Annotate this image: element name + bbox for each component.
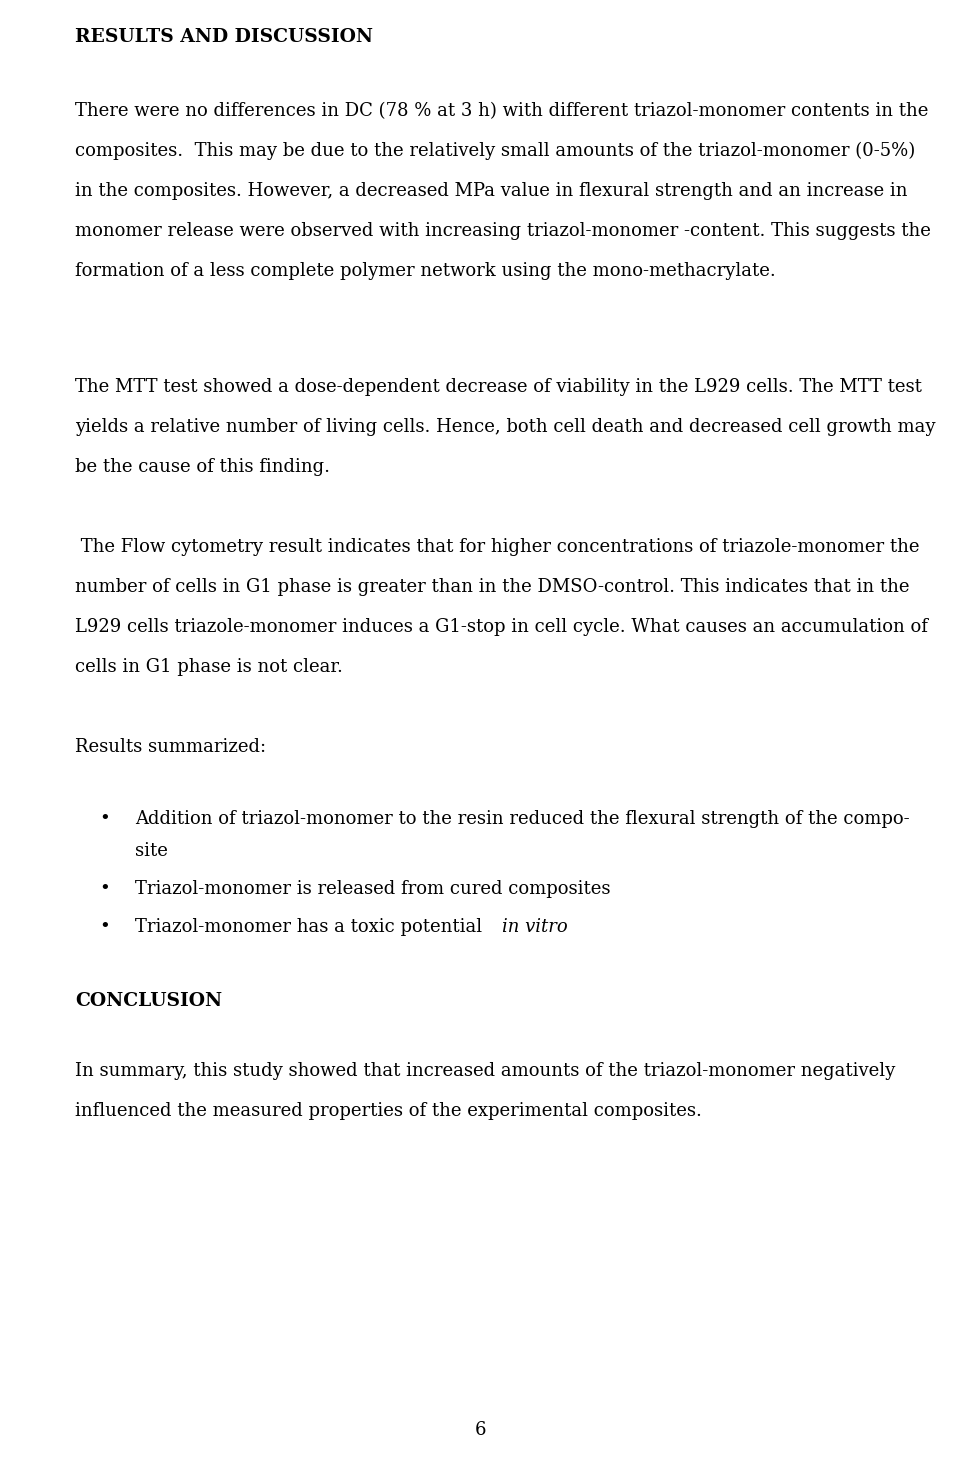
Text: influenced the measured properties of the experimental composites.: influenced the measured properties of th…: [75, 1102, 702, 1120]
Text: 6: 6: [474, 1421, 486, 1439]
Text: There were no differences in DC (78 % at 3 h) with different triazol-monomer con: There were no differences in DC (78 % at…: [75, 101, 928, 120]
Text: The MTT test showed a dose-dependent decrease of viability in the L929 cells. Th: The MTT test showed a dose-dependent dec…: [75, 377, 922, 396]
Text: Triazol-monomer is released from cured composites: Triazol-monomer is released from cured c…: [135, 879, 611, 898]
Text: •: •: [100, 918, 110, 937]
Text: •: •: [100, 879, 110, 898]
Text: in vitro: in vitro: [502, 918, 567, 937]
Text: composites.  This may be due to the relatively small amounts of the triazol-mono: composites. This may be due to the relat…: [75, 142, 915, 160]
Text: L929 cells triazole-monomer induces a G1-stop in cell cycle. What causes an accu: L929 cells triazole-monomer induces a G1…: [75, 618, 928, 636]
Text: number of cells in G1 phase is greater than in the DMSO-control. This indicates : number of cells in G1 phase is greater t…: [75, 578, 909, 596]
Text: cells in G1 phase is not clear.: cells in G1 phase is not clear.: [75, 658, 343, 675]
Text: be the cause of this finding.: be the cause of this finding.: [75, 458, 330, 476]
Text: RESULTS AND DISCUSSION: RESULTS AND DISCUSSION: [75, 28, 373, 46]
Text: formation of a less complete polymer network using the mono-methacrylate.: formation of a less complete polymer net…: [75, 261, 776, 280]
Text: Results summarized:: Results summarized:: [75, 738, 266, 756]
Text: site: site: [135, 843, 168, 860]
Text: The Flow cytometry result indicates that for higher concentrations of triazole-m: The Flow cytometry result indicates that…: [75, 537, 920, 556]
Text: In summary, this study showed that increased amounts of the triazol-monomer nega: In summary, this study showed that incre…: [75, 1061, 896, 1080]
Text: CONCLUSION: CONCLUSION: [75, 992, 222, 1010]
Text: in the composites. However, a decreased MPa value in flexural strength and an in: in the composites. However, a decreased …: [75, 182, 907, 200]
Text: Triazol-monomer has a toxic potential: Triazol-monomer has a toxic potential: [135, 918, 488, 937]
Text: •: •: [100, 810, 110, 828]
Text: monomer release were observed with increasing triazol-monomer -content. This sug: monomer release were observed with incre…: [75, 222, 931, 239]
Text: yields a relative number of living cells. Hence, both cell death and decreased c: yields a relative number of living cells…: [75, 418, 935, 436]
Text: Addition of triazol-monomer to the resin reduced the flexural strength of the co: Addition of triazol-monomer to the resin…: [135, 810, 910, 828]
